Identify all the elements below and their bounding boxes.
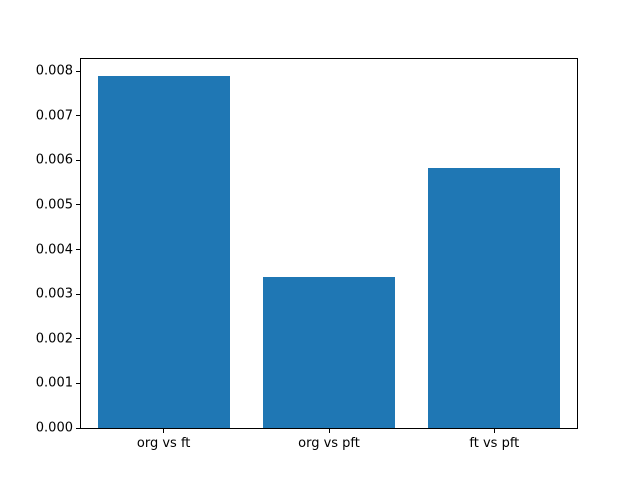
- y-tick-mark: [76, 293, 80, 295]
- y-tick-mark: [76, 382, 80, 384]
- y-tick-label: 0.008: [35, 63, 73, 79]
- y-tick-label: 0.001: [35, 375, 73, 391]
- bar-org-vs-ft: [97, 75, 230, 428]
- x-tick-label: org vs pft: [298, 436, 360, 451]
- bar-ft-vs-pft: [428, 167, 561, 428]
- y-tick-label: 0.004: [35, 242, 73, 258]
- y-tick-label: 0.003: [35, 286, 73, 302]
- bar-org-vs-pft: [262, 276, 396, 428]
- y-tick-mark: [76, 159, 80, 161]
- x-tick-mark: [328, 429, 330, 433]
- y-tick-label: 0.000: [35, 420, 73, 436]
- y-tick-label: 0.002: [35, 331, 73, 347]
- y-tick-mark: [76, 249, 80, 251]
- x-tick-label: ft vs pft: [469, 436, 520, 451]
- x-tick-mark: [163, 429, 165, 433]
- x-tick-mark: [493, 429, 495, 433]
- y-tick-label: 0.007: [35, 108, 73, 124]
- y-tick-mark: [76, 115, 80, 117]
- y-tick-mark: [76, 70, 80, 72]
- y-tick-mark: [76, 338, 80, 340]
- y-tick-mark: [76, 427, 80, 429]
- y-tick-label: 0.005: [35, 197, 73, 213]
- y-tick-label: 0.006: [35, 152, 73, 168]
- y-tick-mark: [76, 204, 80, 206]
- plot-area: 0.000 0.001 0.002 0.003 0.004 0.005 0.006 0.007…: [36, 58, 578, 450]
- x-tick-label: org vs ft: [136, 436, 191, 451]
